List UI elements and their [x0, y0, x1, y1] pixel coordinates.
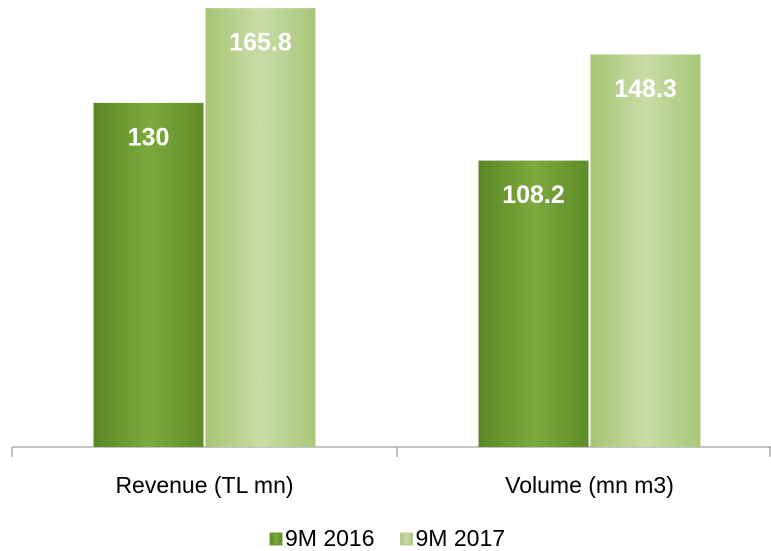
bar [93, 102, 204, 447]
legend-swatch [400, 532, 414, 546]
value-label: 108.2 [502, 181, 565, 209]
bar [205, 8, 316, 447]
legend-label: 9M 2017 [416, 525, 506, 551]
legend-label: 9M 2016 [285, 525, 375, 551]
x-tick-label: Revenue (TL mn) [115, 472, 293, 498]
value-label: 130 [128, 123, 170, 151]
bar [590, 54, 701, 448]
legend-swatch [269, 532, 283, 546]
value-label: 148.3 [614, 75, 677, 103]
axis [11, 446, 771, 457]
bar [478, 160, 589, 447]
x-tick-label: Volume (mn m3) [505, 472, 674, 498]
value-label: 165.8 [229, 29, 292, 57]
